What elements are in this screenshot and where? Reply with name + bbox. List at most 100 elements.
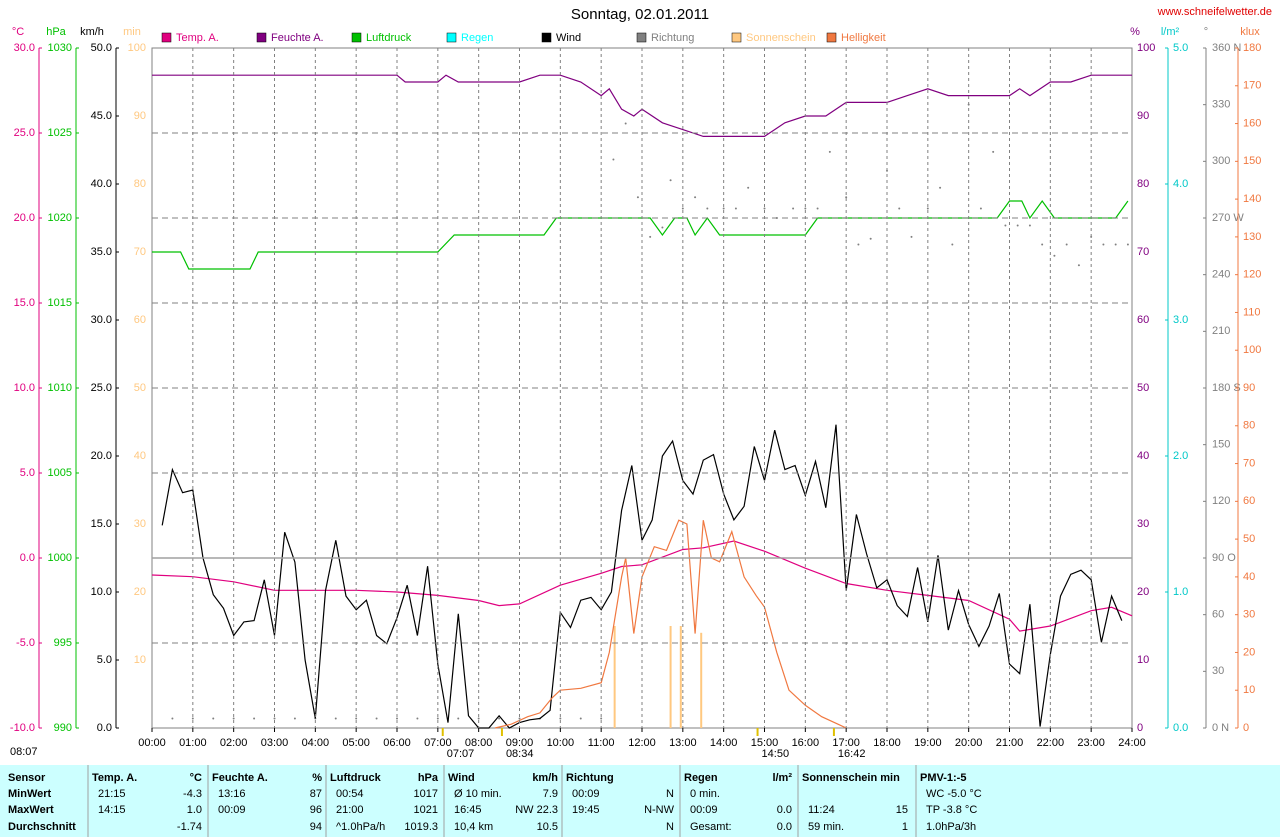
y-tick-label: 45.0: [91, 110, 112, 122]
direction-dot: [436, 717, 439, 720]
series-line: [152, 74, 1132, 137]
y-tick-label: 50: [1137, 382, 1149, 394]
y-tick-label: 120: [1212, 495, 1230, 507]
y-tick-label: 10: [1243, 684, 1255, 696]
x-tick-label: 14:00: [710, 737, 738, 749]
direction-dot: [171, 717, 174, 720]
y-tick-label: 60: [134, 314, 146, 326]
y-tick-label: 70: [134, 246, 146, 258]
y-tick-label: 150: [1212, 439, 1230, 451]
y-tick-label: 180 S: [1212, 382, 1241, 394]
x-tick-label: 09:00: [506, 737, 534, 749]
direction-dot: [792, 207, 795, 210]
table-cell: N-NW: [644, 804, 675, 816]
y-tick-label: 3.0: [1173, 314, 1188, 326]
y-tick-label: 15.0: [14, 297, 35, 309]
y-tick-label: 0.0: [20, 552, 35, 564]
table-cell: ^1.0hPa/h: [336, 821, 385, 833]
table-cell: Ø 10 min.: [454, 788, 502, 800]
y-tick-label: 30.0: [14, 42, 35, 54]
direction-dot: [579, 717, 582, 720]
y-tick-label: 270 W: [1212, 212, 1244, 224]
table-cell: 21:00: [336, 804, 364, 816]
y-tick-label: 130: [1243, 231, 1261, 243]
legend-label: Richtung: [651, 32, 694, 44]
annotation-label: 08:34: [506, 748, 534, 760]
direction-dot: [747, 186, 750, 189]
direction-dot: [293, 717, 296, 720]
direction-dot: [1126, 243, 1129, 246]
direction-dot: [636, 196, 639, 199]
table-unit: l/m²: [772, 772, 792, 784]
table-cell: 10.5: [537, 821, 558, 833]
y-tick-label: -5.0: [16, 637, 35, 649]
axis-unit: l/m²: [1161, 26, 1180, 38]
y-tick-label: 330: [1212, 99, 1230, 111]
legend-label: Luftdruck: [366, 32, 412, 44]
legend-swatch: [351, 32, 362, 43]
table-cell: 87: [310, 788, 322, 800]
site-link[interactable]: www.schneifelwetter.de: [1157, 6, 1272, 18]
direction-dot: [355, 717, 358, 720]
y-tick-label: 1020: [48, 212, 72, 224]
table-cell: TP -3.8 °C: [926, 804, 977, 816]
legend-swatch: [731, 32, 742, 43]
direction-dot: [1016, 224, 1019, 227]
y-tick-label: 180: [1243, 42, 1261, 54]
y-tick-label: 210: [1212, 325, 1230, 337]
x-tick-label: 17:00: [832, 737, 860, 749]
y-tick-label: 0.0: [97, 722, 112, 734]
table-cell: 11:24: [808, 804, 835, 816]
table-background: [0, 765, 1280, 837]
y-tick-label: 160: [1243, 117, 1261, 129]
direction-dot: [926, 207, 929, 210]
x-tick-label: 23:00: [1077, 737, 1105, 749]
y-tick-label: 90 O: [1212, 552, 1236, 564]
y-tick-label: 90: [1137, 110, 1149, 122]
y-tick-label: 90: [1243, 382, 1255, 394]
y-tick-label: 0: [1137, 722, 1143, 734]
table-header: Sonnenschein min: [802, 772, 900, 784]
direction-dot: [1114, 243, 1117, 246]
direction-dot: [416, 717, 419, 720]
y-tick-label: 10: [1137, 654, 1149, 666]
y-tick-label: 360 N: [1212, 42, 1241, 54]
table-header: Regen: [684, 772, 718, 784]
y-tick-label: 995: [54, 637, 72, 649]
y-tick-label: 25.0: [91, 382, 112, 394]
y-tick-label: 1015: [48, 297, 72, 309]
direction-dot: [939, 186, 942, 189]
y-tick-label: 80: [1243, 420, 1255, 432]
legend-label: Wind: [556, 32, 581, 44]
table-cell: 00:09: [218, 804, 246, 816]
direction-dot: [869, 237, 872, 240]
direction-dot: [763, 207, 766, 210]
y-tick-label: 25.0: [14, 127, 35, 139]
table-cell: 00:09: [690, 804, 718, 816]
y-tick-label: 30: [1212, 665, 1224, 677]
table-cell: 0.0: [777, 821, 792, 833]
y-tick-label: -10.0: [10, 722, 35, 734]
axis-unit: km/h: [80, 26, 104, 38]
direction-dot: [992, 150, 995, 153]
axis-unit: °C: [12, 26, 24, 38]
sunshine-bar: [669, 626, 672, 728]
direction-dot: [1041, 243, 1044, 246]
day-length: 08:07: [10, 746, 38, 758]
x-tick-label: 00:00: [138, 737, 166, 749]
table-cell: 16:45: [454, 804, 482, 816]
legend-swatch: [161, 32, 172, 43]
direction-dot: [498, 717, 501, 720]
y-tick-label: 100: [1137, 42, 1155, 54]
direction-dot: [898, 207, 901, 210]
direction-dot: [828, 150, 831, 153]
y-tick-label: 120: [1243, 269, 1261, 281]
table-cell: 13:16: [218, 788, 246, 800]
direction-dot: [857, 243, 860, 246]
y-tick-label: 70: [1137, 246, 1149, 258]
direction-dot: [694, 196, 697, 199]
y-tick-label: 20.0: [14, 212, 35, 224]
y-tick-label: 60: [1137, 314, 1149, 326]
y-tick-label: 0.0: [1173, 722, 1188, 734]
